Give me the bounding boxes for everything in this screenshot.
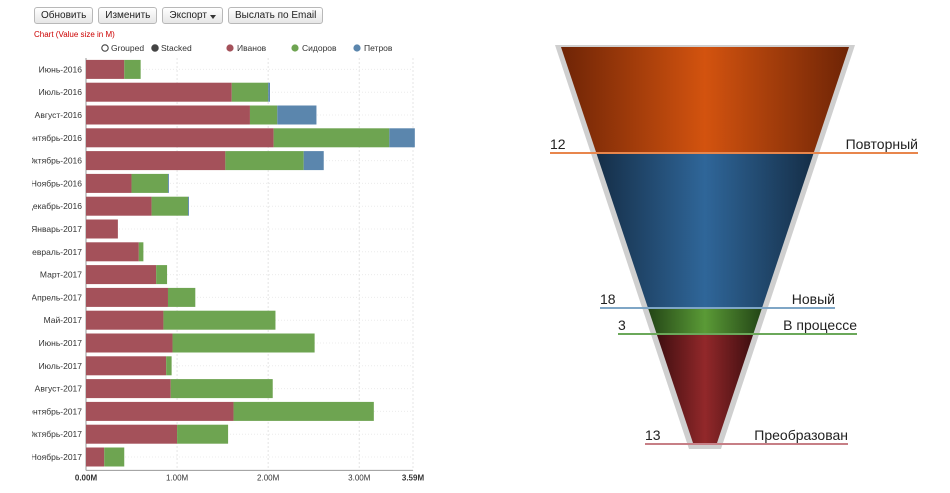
legend-mode-grouped-label: Grouped (111, 43, 144, 53)
y-tick-label: Февраль-2017 (26, 247, 83, 257)
y-tick-label: Июнь-2017 (39, 338, 83, 348)
bar-segment[interactable]: Март-2017 — Иванов: 0.77 (86, 265, 157, 285)
bar-segment[interactable]: Октябрь-2016 — Сидоров: 0.86 (225, 151, 304, 171)
bar-segment[interactable]: Февраль-2017 — Сидоров: 0.05 (138, 242, 144, 262)
funnel-stage-label: Преобразован (754, 427, 848, 443)
y-tick-label: Октябрь-2016 (27, 156, 82, 166)
legend-mode-grouped-radio[interactable] (101, 44, 109, 52)
bar-segment[interactable]: Июнь-2017 — Сидоров: 1.56 (172, 333, 315, 353)
bar-segment[interactable]: Декабрь-2016 — Сидоров: 0.4 (151, 196, 189, 216)
email-button[interactable]: Выслать по Email (227, 7, 324, 24)
x-tick-label: 3.59M (402, 473, 425, 482)
y-tick-label: Август-2016 (35, 110, 83, 120)
legend: Grouped Stacked Иванов Сидоров Петров (101, 43, 393, 53)
bar-segment[interactable]: Апрель-2017 — Иванов: 0.9 (86, 287, 168, 307)
funnel-stage-value: 18 (600, 291, 616, 307)
funnel-stage-value: 3 (618, 317, 626, 333)
funnel-stage-label: Новый (792, 291, 835, 307)
funnel-stage-label: В процессе (783, 317, 857, 333)
y-tick-label: Ноябрь-2017 (31, 452, 83, 462)
funnel-stage-1[interactable] (596, 153, 814, 308)
bar-segment[interactable]: Сентябрь-2017 — Иванов: 1.62 (86, 401, 234, 421)
stacked-bar-chart: Grouped Stacked Иванов Сидоров Петров Июнь-20… (0, 38, 425, 493)
funnel-stage-0[interactable] (561, 47, 849, 153)
y-tick-label: Июль-2017 (39, 361, 83, 371)
export-button[interactable]: Экспорт (162, 7, 223, 24)
bar-segment[interactable]: Ноябрь-2017 — Иванов: 0.2 (86, 447, 105, 467)
x-tick-label: 1.00M (166, 473, 189, 482)
bar-segment[interactable]: Июль-2016 — Петров: 0.02 (268, 82, 270, 102)
legend-series-label: Сидоров (302, 43, 337, 53)
legend-series-label: Петров (364, 43, 393, 53)
y-tick-label: Апрель-2017 (31, 292, 82, 302)
y-tick-label: Сентябрь-2016 (22, 133, 82, 143)
export-button-label: Экспорт (169, 9, 207, 21)
funnel-chart: 12 Повторный 18 Новый 3 В процессе 13 Преобразо… (550, 45, 918, 449)
bar-segment[interactable]: Август-2017 — Сидоров: 1.12 (170, 379, 273, 399)
bar-segment[interactable]: Июль-2016 — Иванов: 1.6 (86, 82, 232, 102)
bar-segment[interactable]: Ноябрь-2016 — Иванов: 0.5 (86, 173, 132, 193)
bar-segment[interactable]: Май-2017 — Иванов: 0.85 (86, 310, 164, 330)
legend-series-label: Иванов (237, 43, 267, 53)
y-tick-label: Июнь-2016 (39, 64, 83, 74)
y-tick-label: Январь-2017 (31, 224, 82, 234)
legend-series-marker[interactable] (226, 44, 234, 52)
funnel-stage-3[interactable] (656, 334, 754, 443)
bar-segment[interactable]: Июнь-2016 — Сидоров: 0.18 (124, 59, 141, 79)
funnel-stage-value: 13 (645, 427, 661, 443)
chevron-down-icon (209, 14, 216, 19)
toolbar: Обновить Изменить Экспорт Выслать по Ema… (34, 7, 324, 24)
x-tick-label: 3.00M (348, 473, 371, 482)
y-tick-label: Сентябрь-2017 (22, 406, 82, 416)
y-tick-label: Май-2017 (44, 315, 83, 325)
bar-segment[interactable]: Август-2016 — Петров: 0.43 (277, 105, 317, 125)
bar-segment[interactable]: Январь-2017 — Иванов: 0.35 (86, 219, 118, 239)
bar-segment[interactable]: Август-2016 — Иванов: 1.8 (86, 105, 250, 125)
y-tick-label: Октябрь-2017 (27, 429, 82, 439)
bar-segment[interactable]: Июль-2017 — Иванов: 0.88 (86, 356, 167, 376)
bar-segment[interactable]: Июль-2017 — Сидоров: 0.06 (166, 356, 172, 376)
y-tick-label: Декабрь-2016 (27, 201, 82, 211)
bar-segment[interactable]: Ноябрь-2017 — Сидоров: 0.22 (104, 447, 125, 467)
bar-segment[interactable]: Октябрь-2017 — Сидоров: 0.56 (177, 424, 229, 444)
bar-segment[interactable]: Февраль-2017 — Иванов: 0.58 (86, 242, 139, 262)
funnel-stage-value: 12 (550, 136, 566, 152)
y-tick-label: Июль-2016 (39, 87, 83, 97)
bar-segment[interactable]: Август-2017 — Иванов: 0.93 (86, 379, 171, 399)
legend-mode-stacked-label: Stacked (161, 43, 192, 53)
funnel-stage-2[interactable] (648, 308, 762, 334)
funnel-stage-label: Повторный (846, 136, 918, 152)
bar-segment[interactable]: Октябрь-2016 — Иванов: 1.53 (86, 151, 226, 171)
bar-segment[interactable]: Май-2017 — Сидоров: 1.23 (163, 310, 276, 330)
bar-segment[interactable]: Ноябрь-2016 — Сидоров: 0.4 (131, 173, 168, 193)
chart-note: Chart (Value size in M) (34, 30, 115, 39)
legend-mode-stacked-radio[interactable] (151, 44, 159, 52)
bar-segment[interactable]: Октябрь-2016 — Петров: 0.22 (303, 151, 324, 171)
bar-segment[interactable]: Ноябрь-2016 — Петров: 0.01 (167, 173, 169, 193)
bar-segment[interactable]: Сентябрь-2017 — Сидоров: 1.54 (233, 401, 374, 421)
x-tick-label: 2.00M (257, 473, 280, 482)
refresh-button[interactable]: Обновить (34, 7, 94, 24)
edit-button[interactable]: Изменить (98, 7, 158, 24)
legend-series-marker[interactable] (291, 44, 299, 52)
y-tick-label: Август-2017 (35, 384, 83, 394)
bar-segment[interactable]: Март-2017 — Сидоров: 0.12 (156, 265, 168, 285)
bar-segment[interactable]: Сентябрь-2016 — Сидоров: 1.27 (273, 128, 390, 148)
bar-segment[interactable]: Сентябрь-2016 — Петров: 0.28 (389, 128, 415, 148)
y-tick-label: Март-2017 (40, 270, 82, 280)
legend-series-marker[interactable] (353, 44, 361, 52)
bar-segment[interactable]: Декабрь-2016 — Петров: 0.01 (188, 196, 189, 216)
label-clip-mask (0, 38, 32, 493)
x-tick-label: 0.00M (75, 473, 98, 482)
bar-segment[interactable]: Сентябрь-2016 — Иванов: 2.06 (86, 128, 274, 148)
bar-segment[interactable]: Июнь-2017 — Иванов: 0.95 (86, 333, 173, 353)
bar-segment[interactable]: Август-2016 — Сидоров: 0.3 (249, 105, 278, 125)
bar-segment[interactable]: Июнь-2016 — Иванов: 0.42 (86, 59, 125, 79)
bar-segment[interactable]: Октябрь-2017 — Иванов: 1 (86, 424, 178, 444)
bar-segment[interactable]: Декабрь-2016 — Иванов: 0.72 (86, 196, 152, 216)
bar-segment[interactable]: Апрель-2017 — Сидоров: 0.3 (167, 287, 196, 307)
bar-segment[interactable]: Июль-2016 — Сидоров: 0.4 (231, 82, 269, 102)
y-tick-label: Ноябрь-2016 (31, 178, 83, 188)
